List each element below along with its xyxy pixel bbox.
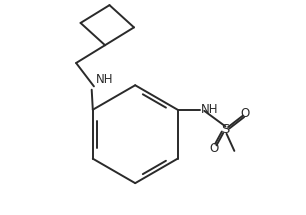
Text: O: O (210, 142, 219, 155)
Text: O: O (241, 107, 250, 120)
Text: NH: NH (200, 103, 218, 116)
Text: NH: NH (96, 73, 114, 86)
Text: S: S (221, 123, 230, 136)
